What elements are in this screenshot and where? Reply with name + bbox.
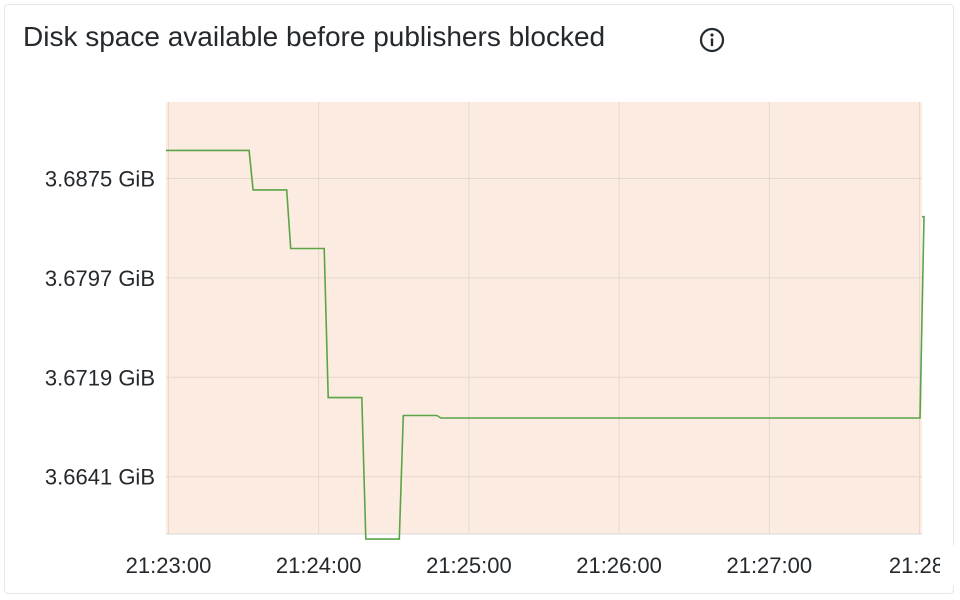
y-tick-label: 3.6797 GiB (45, 266, 155, 291)
x-tick-label: 21:27:00 (726, 553, 812, 578)
y-tick-label: 3.6641 GiB (45, 465, 155, 490)
x-tick-label: 21:26:00 (576, 553, 662, 578)
plot-background (166, 102, 922, 534)
x-tick-label: 21:28: (889, 553, 950, 578)
panel-title: Disk space available before publishers b… (23, 21, 606, 52)
series-line (166, 149, 925, 540)
info-icon[interactable] (699, 27, 725, 53)
y-tick-label: 3.6719 GiB (45, 365, 155, 390)
x-tick-label: 21:24:00 (276, 553, 362, 578)
x-tick-label: 21:25:00 (426, 553, 512, 578)
y-tick-label: 3.6875 GiB (45, 166, 155, 191)
right-edge-mask (940, 545, 960, 585)
x-tick-label: 21:23:00 (126, 553, 212, 578)
